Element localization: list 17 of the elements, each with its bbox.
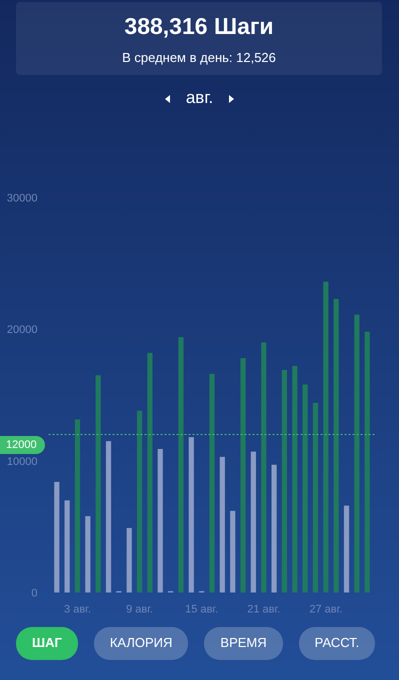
y-tick-label: 20000 [6,324,38,336]
ref-line-label: 12000 [0,436,45,454]
x-tick-label: 21 авг. [247,604,280,616]
y-tick-label: 10000 [6,456,38,468]
x-tick-label: 3 авг. [64,604,91,616]
chart-subtitle: В среднем в день: 12,526 [121,48,277,67]
y-tick-label: 30000 [6,192,38,204]
text: РАССТ. [298,627,376,660]
text: КАЛОРИЯ [94,627,188,660]
y-tick-label: 0 [31,588,38,600]
text: ВРЕМЯ [204,627,283,660]
text: авг. [186,88,214,107]
x-tick-label: 9 авг. [126,604,154,616]
chart-title: 388,316 Шаги [123,12,275,41]
x-tick-label: 15 авг. [185,604,218,616]
text: ШАГ [16,627,78,660]
x-tick-label: 27 авг. [309,604,342,616]
